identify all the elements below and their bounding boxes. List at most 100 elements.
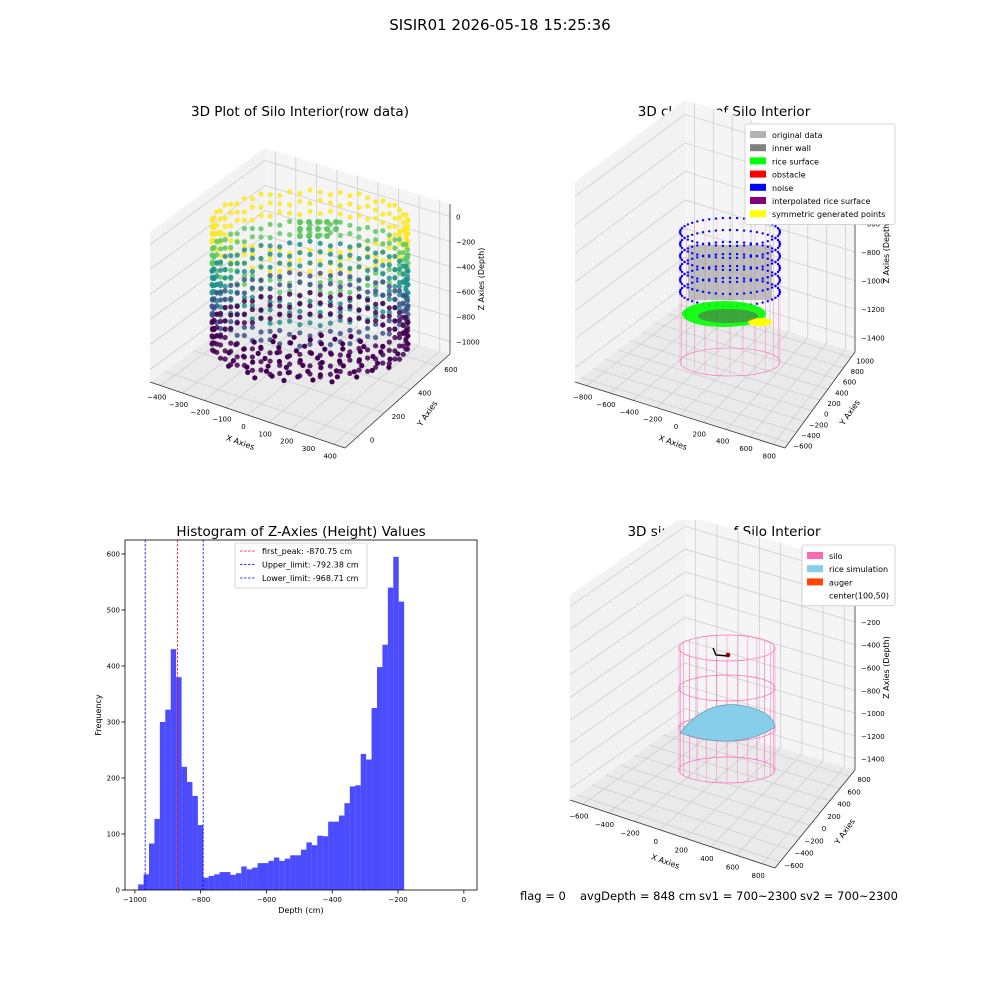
- histogram-x-tick-label: −1000: [123, 896, 147, 904]
- raw-point: [373, 250, 379, 256]
- raw-point: [404, 328, 411, 334]
- raw-point: [258, 277, 264, 283]
- histogram-legend-label: first_peak: -870.75 cm: [262, 547, 352, 556]
- raw-point: [396, 356, 403, 362]
- raw-point: [241, 209, 247, 215]
- raw-point: [380, 198, 386, 204]
- cls-legend-swatch: [750, 170, 766, 178]
- raw-point: [356, 191, 362, 197]
- cls-noise-point: [761, 301, 764, 304]
- raw-point: [340, 363, 346, 369]
- sim-center-point: [725, 652, 731, 658]
- cls-noise-point: [742, 229, 746, 232]
- raw-point: [404, 341, 411, 347]
- sim-y-tick-label: −200: [804, 837, 823, 845]
- cls-noise-point: [774, 273, 777, 276]
- cls-noise-point: [766, 264, 769, 267]
- raw-point: [307, 337, 313, 343]
- raw-point: [327, 273, 333, 279]
- raw-point: [277, 327, 283, 334]
- raw-point: [267, 320, 273, 326]
- raw-point: [380, 330, 386, 336]
- raw-point: [327, 290, 333, 296]
- raw-point: [373, 301, 379, 307]
- raw-point: [287, 304, 293, 310]
- cls-noise-point: [776, 238, 780, 242]
- cls-noise-point: [776, 282, 780, 286]
- raw-point: [373, 266, 379, 273]
- raw-point: [297, 343, 303, 349]
- raw-point: [228, 253, 234, 259]
- raw-point: [267, 299, 273, 305]
- raw-point: [386, 292, 392, 298]
- raw-point: [365, 203, 371, 209]
- raw-point: [267, 328, 273, 334]
- raw-point: [365, 368, 371, 374]
- cls-noise-point: [686, 259, 690, 262]
- raw-point: [267, 358, 273, 364]
- raw-point: [400, 301, 406, 307]
- raw-point: [403, 233, 409, 239]
- raw-point: [380, 300, 386, 306]
- raw-point: [356, 226, 362, 232]
- sim-x-tick-label: −200: [620, 829, 639, 837]
- cls-x-tick-label: 800: [763, 452, 776, 460]
- raw-point: [277, 303, 283, 309]
- cls-noise-point: [696, 241, 699, 244]
- cls-y-tick-label: 200: [827, 400, 840, 408]
- raw-point: [392, 304, 398, 311]
- raw-point: [251, 339, 257, 345]
- raw-x-gridline: [333, 350, 440, 445]
- sim-z-gridline: [569, 548, 856, 630]
- raw-point: [287, 232, 293, 238]
- cls-legend-label: interpolated rice surface: [772, 197, 870, 206]
- histogram-bar: [317, 835, 323, 890]
- raw-point: [334, 374, 340, 380]
- cls-noise-point: [691, 300, 694, 303]
- raw-point: [380, 322, 386, 328]
- raw-point: [365, 238, 371, 244]
- sim-silo-ring: [678, 634, 776, 662]
- histogram-bar: [154, 818, 160, 890]
- raw-point: [386, 288, 392, 294]
- cls-noise-point: [691, 221, 694, 224]
- raw-point: [386, 309, 392, 315]
- sim-y-tick-label: 0: [822, 825, 826, 833]
- cls-legend-label: obstacle: [772, 171, 806, 180]
- raw-point: [228, 210, 234, 216]
- raw-point: [222, 288, 228, 294]
- raw-point: [361, 344, 367, 350]
- cls-noise-point: [680, 274, 684, 278]
- raw-point: [267, 213, 273, 219]
- raw-z-gridline: [149, 235, 451, 320]
- cls-noise-point: [714, 277, 718, 280]
- cls-noise-point: [686, 262, 690, 265]
- raw-point: [373, 228, 379, 235]
- cls-noise-point: [701, 279, 705, 282]
- cls-noise-point: [691, 240, 694, 243]
- raw-point: [365, 333, 371, 340]
- cls-noise-point: [714, 268, 718, 271]
- cls-noise-point: [679, 256, 682, 260]
- raw-x-tick-label: −100: [212, 416, 231, 424]
- cls-noise-point: [776, 246, 780, 250]
- raw-point: [277, 311, 283, 318]
- raw-point: [396, 236, 403, 243]
- raw-point: [404, 298, 411, 304]
- raw-point: [228, 267, 234, 273]
- raw-point: [392, 232, 398, 238]
- histogram-bar: [279, 860, 285, 890]
- histogram-x-tick-label: −400: [323, 896, 342, 904]
- histogram-bar: [187, 781, 193, 890]
- cls-noise-point: [742, 280, 746, 283]
- classify-3d-plot: −800 −600 −400 −200 0 200 400 600 800 −600 −400 −20…: [573, 100, 896, 460]
- raw-point: [211, 317, 217, 323]
- cls-noise-point: [749, 266, 752, 269]
- histogram-title: Histogram of Z-Axies (Height) Values: [176, 524, 426, 540]
- cls-y-tick-label: −400: [801, 432, 820, 440]
- raw-point: [211, 215, 217, 221]
- cls-x-axis: [574, 381, 786, 449]
- raw-point: [252, 375, 258, 381]
- raw-point: [347, 289, 353, 295]
- cls-noise-point: [691, 264, 694, 267]
